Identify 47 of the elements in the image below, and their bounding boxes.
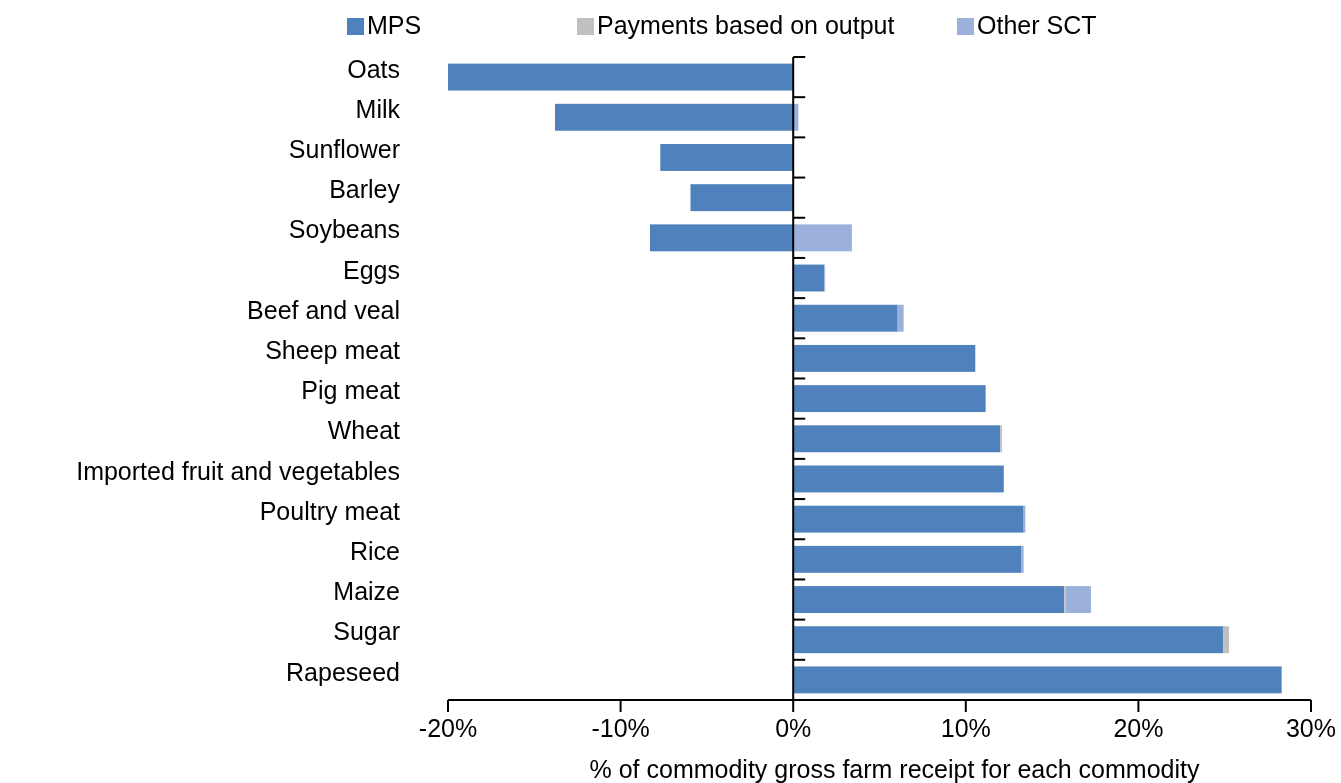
bar	[793, 586, 1065, 613]
y-tick-label: Rice	[349, 536, 400, 565]
bar	[660, 144, 794, 171]
y-tick-label: Rapeseed	[286, 657, 400, 686]
bar	[793, 465, 1004, 493]
bar	[555, 103, 794, 131]
y-tick-label: Sunflower	[288, 135, 400, 164]
bar	[448, 63, 794, 91]
bar	[793, 344, 976, 372]
x-tick-label: 0%	[775, 714, 812, 742]
bar	[793, 264, 825, 292]
bar	[793, 545, 1022, 573]
y-tick-label: Maize	[333, 577, 400, 606]
legend-label: MPS	[367, 10, 422, 39]
bar	[1222, 626, 1230, 654]
x-tick-label: 10%	[940, 714, 991, 742]
legend-label: Other SCT	[977, 10, 1097, 39]
y-tick-label: Wheat	[327, 416, 401, 445]
y-tick-label: Beef and veal	[247, 295, 400, 324]
bar	[1021, 545, 1024, 573]
y-tick-label: Sugar	[333, 617, 400, 646]
x-axis-title: % of commodity gross farm receipt for each commodity	[589, 755, 1200, 783]
bar	[649, 224, 794, 252]
y-tick-label: Oats	[347, 54, 400, 83]
bar	[793, 385, 986, 413]
bar	[897, 304, 904, 332]
y-tick-label: Imported fruit and vegetables	[76, 456, 400, 485]
x-tick-label: -20%	[418, 714, 478, 742]
x-tick-label: 30%	[1285, 714, 1337, 742]
bar	[793, 304, 898, 332]
bar	[793, 666, 1282, 694]
y-tick-label: Sheep meat	[265, 336, 401, 365]
bar	[690, 184, 794, 212]
legend-label: Payments based on output	[597, 10, 895, 39]
y-tick-label: Soybeans	[288, 215, 400, 244]
y-tick-label: Barley	[329, 175, 401, 204]
x-tick-label: 20%	[1113, 714, 1164, 742]
bar	[1065, 586, 1091, 613]
x-tick-label: -10%	[591, 714, 650, 742]
y-tick-label: Poultry meat	[259, 496, 401, 525]
bar	[793, 224, 852, 252]
bar	[793, 425, 1001, 453]
bar	[793, 505, 1024, 533]
y-tick-label: Eggs	[343, 255, 400, 284]
y-tick-label: Milk	[355, 94, 401, 123]
y-tick-label: Pig meat	[301, 376, 401, 405]
bar	[793, 626, 1223, 654]
